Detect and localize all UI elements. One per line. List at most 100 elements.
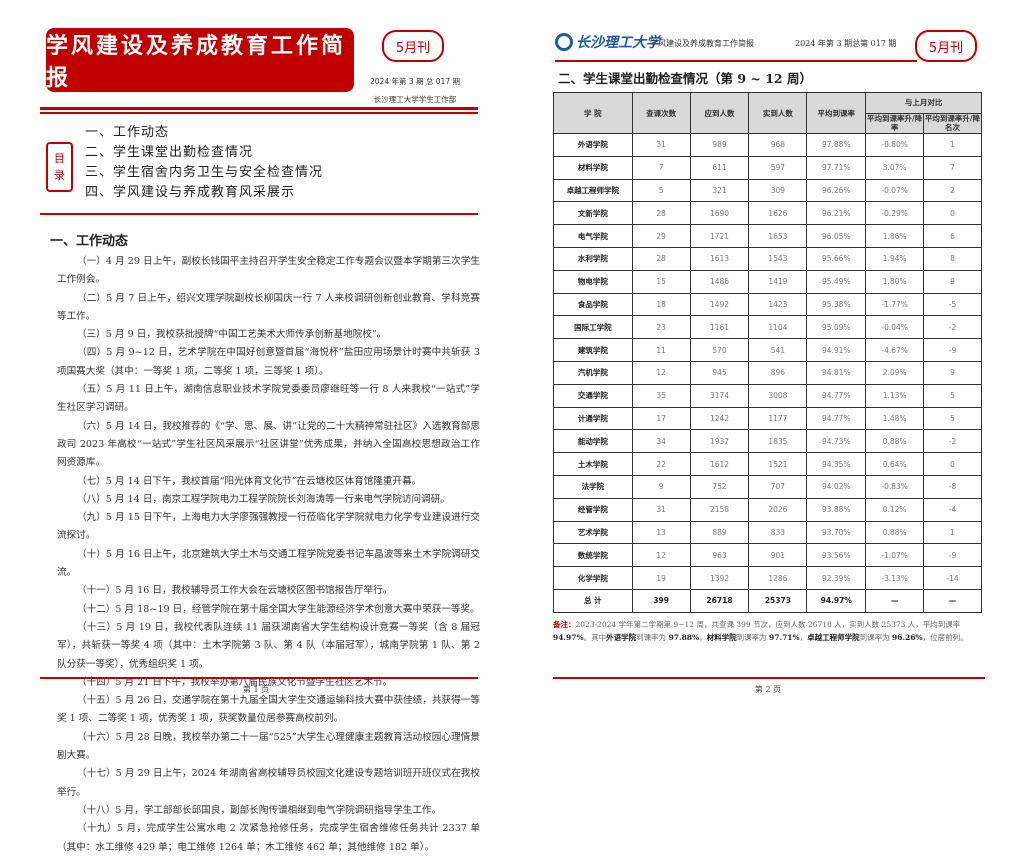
note-text: 2023-2024 学年第二学期第 9~12 周，共查课 399 节次，应到人数… xyxy=(575,620,961,629)
table-cell: 1937 xyxy=(689,429,750,454)
table-row: 计通学院 17 1242 1177 94.77% 1.48% 5 xyxy=(553,406,982,431)
toc-item[interactable]: 四、学风建设与养成教育风采展示 xyxy=(85,185,296,200)
note-text: 到课率为 xyxy=(636,633,669,642)
edition-badge: 5月刊 xyxy=(915,30,977,62)
table-cell: 94.35% xyxy=(806,452,867,476)
table-cell: -2 xyxy=(923,429,982,454)
news-item: （十九）5 月，完成学生公寓水电 2 次紧急抢修任务，完成学生宿舍维修任务共计 … xyxy=(57,823,480,853)
table-cell: 0.64% xyxy=(865,452,925,476)
section-title: 二、学生课堂出勤检查情况（第 9 ~ 12 周） xyxy=(558,71,812,86)
table-row: 水利学院 28 1613 1543 95.66% 1.94% 8 xyxy=(553,246,982,271)
table-cell: 18 xyxy=(631,292,691,317)
table-cell: 1.86% xyxy=(865,224,925,248)
table-row: 艺术学院 13 889 833 93.70% 0.88% 1 xyxy=(553,520,982,545)
college-name: 外语学院 xyxy=(553,133,633,157)
banner-title: 学风建设及养成教育工作简报 xyxy=(46,28,354,92)
table-cell: 97.88% xyxy=(806,133,867,157)
table-cell: 95.38% xyxy=(806,292,867,317)
col-header: 平均到课率升/降率 xyxy=(865,112,925,134)
table-cell: 28 xyxy=(631,201,691,226)
table-cell: 1242 xyxy=(689,406,750,431)
table-cell: 1626 xyxy=(748,201,808,226)
table-cell: 1.13% xyxy=(865,383,925,408)
logo-emblem-icon xyxy=(555,33,573,51)
table-row: 经管学院 31 2158 2026 93.88% 0.12% -4 xyxy=(553,497,982,522)
college-name: 交通学院 xyxy=(553,383,633,408)
college-name: 法学院 xyxy=(553,474,633,499)
note-college: 材料学院 xyxy=(706,633,737,642)
table-cell: -4 xyxy=(923,497,982,522)
news-item: （七）5 月 14 日下午，我校首届“阳光体育文化节”在云塘校区体育馆隆重开幕。 xyxy=(77,475,422,487)
table-cell: — xyxy=(865,588,925,613)
table-row: 材料学院 7 611 597 97.71% 3.07% 7 xyxy=(553,155,982,180)
toc-item[interactable]: 一、工作动态 xyxy=(85,125,170,140)
table-cell: -9 xyxy=(923,338,982,362)
table-cell: 0.88% xyxy=(865,520,925,545)
table-cell: 968 xyxy=(748,133,808,157)
toc-item[interactable]: 三、学生宿舍内务卫生与安全检查情况 xyxy=(85,165,324,180)
table-cell: 1177 xyxy=(748,406,808,431)
note-college: 卓越工程师学院 xyxy=(807,633,860,642)
news-list: （一）4 月 29 日上午，副校长钱国平主持召开学生安全稳定工作专题会议暨本学期… xyxy=(57,253,480,857)
col-header: 实到人数 xyxy=(748,92,808,134)
note-college: 外语学院 xyxy=(606,633,637,642)
college-name: 食品学院 xyxy=(553,292,633,317)
col-header: 查课次数 xyxy=(631,92,691,134)
page-number: 第 2 页 xyxy=(754,685,782,694)
table-cell: -0.07% xyxy=(865,178,925,203)
col-header: 应到人数 xyxy=(689,92,750,134)
table-cell: 3008 xyxy=(748,383,808,408)
table-cell: -5 xyxy=(923,292,982,317)
table-cell: 94.02% xyxy=(806,474,867,499)
table-cell: -0.29% xyxy=(865,201,925,226)
note-value: 96.26% xyxy=(892,633,923,642)
table-cell: 570 xyxy=(689,338,750,362)
issue-number: 2024 年第 3 期 总 017 期 xyxy=(370,77,460,86)
table-cell: 3.07% xyxy=(865,155,925,180)
footer-divider xyxy=(40,677,478,679)
toc-item[interactable]: 二、学生课堂出勤检查情况 xyxy=(85,145,254,160)
news-item: （九）5 月 15 日下午，上海电力大学廖强强教授一行莅临化学学院就电力化学专业… xyxy=(57,512,480,542)
table-cell: 1492 xyxy=(689,292,750,317)
news-item: （十四）5 月 21 日下午，我校举办第八届民族文化节暨学生社区艺术节。 xyxy=(77,676,393,688)
table-cell: 8 xyxy=(923,246,982,271)
table-cell: 752 xyxy=(689,474,750,499)
table-cell: 1543 xyxy=(748,246,808,271)
header-issue: 2024 年第 3 期总第 017 期 xyxy=(795,39,897,48)
table-cell: 9 xyxy=(923,360,982,385)
col-header: 平均到课率升/降名次 xyxy=(923,112,982,134)
note-text: 到课率为 xyxy=(859,633,893,642)
college-name: 电气学院 xyxy=(553,224,633,248)
table-cell: -9 xyxy=(923,543,982,568)
table-row: 物电学院 15 1486 1419 95.49% 1.80% 9 xyxy=(553,269,982,294)
news-item: （三）5 月 9 日，我校获批授牌“中国工艺美术大师传承创新基地院校”。 xyxy=(77,329,387,341)
table-cell: 9 xyxy=(631,474,691,499)
table-cell: 1486 xyxy=(689,269,750,294)
table-cell: 25373 xyxy=(748,588,808,613)
table-cell: 1612 xyxy=(689,452,750,476)
news-item: （十五）5 月 26 日，交通学院在第十九届全国大学生交通运输科技大赛中获佳绩，… xyxy=(57,695,480,725)
table-cell: 1.94% xyxy=(865,246,925,271)
table-cell: 96.21% xyxy=(806,201,867,226)
divider xyxy=(40,107,478,114)
news-item: （一）4 月 29 日上午，副校长钱国平主持召开学生安全稳定工作专题会议暨本学期… xyxy=(57,256,480,286)
table-cell: 94.91% xyxy=(806,338,867,362)
college-name: 物电学院 xyxy=(553,269,633,294)
news-item: （十）5 月 16 日上午，北京建筑大学土木与交通工程学院党委书记车晶波等来土木… xyxy=(57,548,480,579)
table-cell: 611 xyxy=(689,155,750,180)
footer-divider xyxy=(553,677,985,679)
news-item: （六）5 月 14 日，我校推荐的《“学、思、展、讲”让党的二十大精神常驻社区》… xyxy=(57,420,480,469)
table-row: 数统学院 12 963 901 93.56% -1.07% -9 xyxy=(553,543,982,568)
publisher: 长沙理工大学学生工作部 xyxy=(373,95,457,104)
table-cell: 31 xyxy=(631,497,691,522)
divider xyxy=(40,213,478,215)
table-row: 化学学院 19 1392 1286 92.39% -3.13% -14 xyxy=(553,566,982,590)
table-cell: 0 xyxy=(923,452,982,476)
college-name: 土木学院 xyxy=(553,452,633,476)
table-cell: 28 xyxy=(631,246,691,271)
table-cell: 7 xyxy=(631,155,691,180)
news-item: （十二）5 月 18~19 日，经管学院在第十届全国大学生能源经济学术创意大赛中… xyxy=(77,603,480,615)
table-cell: 1423 xyxy=(748,292,808,317)
news-item: （十一）5 月 16 日，我校辅导员工作大会在云塘校区图书馆报告厅举行。 xyxy=(77,585,393,597)
table-cell: 3174 xyxy=(689,383,750,408)
